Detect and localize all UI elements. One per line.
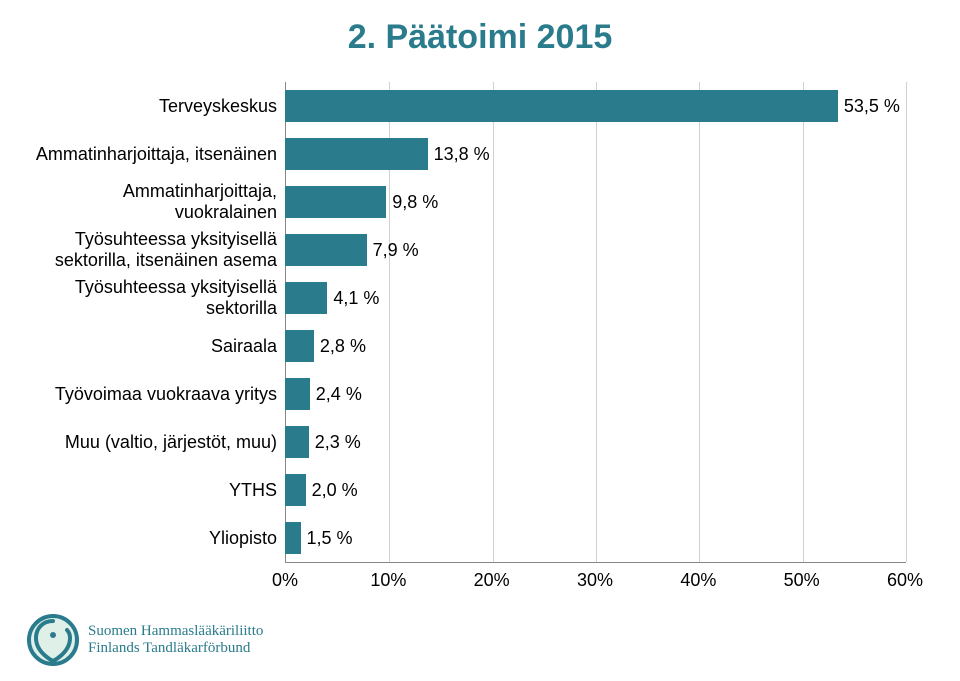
bar-row: Sairaala 2,8 % xyxy=(20,322,905,370)
bar xyxy=(285,330,314,362)
bar-cell: 4,1 % xyxy=(285,282,905,314)
logo-line2: Finlands Tandläkarförbund xyxy=(88,640,263,657)
logo-text: Suomen Hammaslääkäriliitto Finlands Tand… xyxy=(88,623,263,658)
bar xyxy=(285,522,301,554)
x-tick-label: 40% xyxy=(680,570,716,591)
bar-cell: 13,8 % xyxy=(285,138,905,170)
bar-cell: 2,8 % xyxy=(285,330,905,362)
category-label: Työsuhteessa yksityisellä sektorilla, it… xyxy=(20,229,285,270)
value-label: 9,8 % xyxy=(392,192,438,213)
bar xyxy=(285,282,327,314)
bar-row: YTHS 2,0 % xyxy=(20,466,905,514)
bar-row: Ammatinharjoittaja, vuokralainen 9,8 % xyxy=(20,178,905,226)
x-tick-label: 20% xyxy=(474,570,510,591)
value-label: 7,9 % xyxy=(373,240,419,261)
logo-icon xyxy=(26,613,80,667)
bar xyxy=(285,378,310,410)
org-logo: Suomen Hammaslääkäriliitto Finlands Tand… xyxy=(26,613,263,667)
bar xyxy=(285,426,309,458)
category-label: Yliopisto xyxy=(20,528,285,549)
bar-cell: 2,3 % xyxy=(285,426,905,458)
value-label: 4,1 % xyxy=(333,288,379,309)
chart-title: 2. Päätoimi 2015 xyxy=(0,0,960,57)
bar-row: Muu (valtio, järjestöt, muu) 2,3 % xyxy=(20,418,905,466)
value-label: 2,4 % xyxy=(316,384,362,405)
category-label: Työsuhteessa yksityisellä sektorilla xyxy=(20,277,285,318)
category-label: YTHS xyxy=(20,480,285,501)
bar-row: Työsuhteessa yksityisellä sektorilla 4,1 … xyxy=(20,274,905,322)
value-label: 1,5 % xyxy=(307,528,353,549)
bar xyxy=(285,90,838,122)
bar-row: Yliopisto 1,5 % xyxy=(20,514,905,562)
category-label: Ammatinharjoittaja, itsenäinen xyxy=(20,144,285,165)
x-tick-label: 60% xyxy=(887,570,923,591)
category-label: Sairaala xyxy=(20,336,285,357)
x-tick-label: 10% xyxy=(370,570,406,591)
value-label: 13,8 % xyxy=(434,144,490,165)
category-label: Työvoimaa vuokraava yritys xyxy=(20,384,285,405)
bar-row: Työvoimaa vuokraava yritys 2,4 % xyxy=(20,370,905,418)
x-tick-label: 0% xyxy=(272,570,298,591)
bar xyxy=(285,234,367,266)
bar-cell: 1,5 % xyxy=(285,522,905,554)
grid-line xyxy=(906,82,907,562)
bar-cell: 9,8 % xyxy=(285,186,905,218)
page: 2. Päätoimi 2015 Terveyskeskus 53,5 % Amma… xyxy=(0,0,960,681)
bar-row: Ammatinharjoittaja, itsenäinen 13,8 % xyxy=(20,130,905,178)
bar xyxy=(285,474,306,506)
category-label: Terveyskeskus xyxy=(20,96,285,117)
value-label: 2,3 % xyxy=(315,432,361,453)
value-label: 2,8 % xyxy=(320,336,366,357)
category-label: Ammatinharjoittaja, vuokralainen xyxy=(20,181,285,222)
bar-chart: Terveyskeskus 53,5 % Ammatinharjoittaja, i… xyxy=(20,82,905,562)
x-tick-label: 50% xyxy=(784,570,820,591)
bar xyxy=(285,138,428,170)
bar-cell: 2,0 % xyxy=(285,474,905,506)
bar-cell: 53,5 % xyxy=(285,90,905,122)
logo-line1: Suomen Hammaslääkäriliitto xyxy=(88,623,263,640)
value-label: 53,5 % xyxy=(844,96,900,117)
value-label: 2,0 % xyxy=(312,480,358,501)
bar-cell: 2,4 % xyxy=(285,378,905,410)
x-tick-label: 30% xyxy=(577,570,613,591)
bar xyxy=(285,186,386,218)
bar-cell: 7,9 % xyxy=(285,234,905,266)
bar-row: Työsuhteessa yksityisellä sektorilla, it… xyxy=(20,226,905,274)
category-label: Muu (valtio, järjestöt, muu) xyxy=(20,432,285,453)
bar-row: Terveyskeskus 53,5 % xyxy=(20,82,905,130)
